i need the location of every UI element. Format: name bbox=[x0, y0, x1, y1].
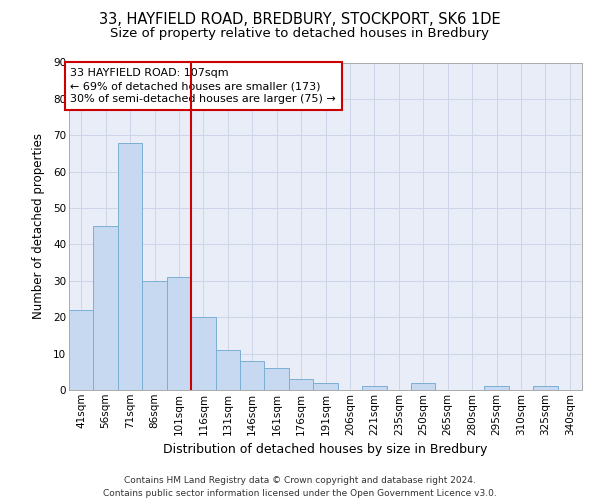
Bar bbox=[484, 386, 509, 390]
Y-axis label: Number of detached properties: Number of detached properties bbox=[32, 133, 45, 320]
Bar bbox=[313, 382, 338, 390]
Bar bbox=[215, 350, 240, 390]
Bar bbox=[69, 310, 94, 390]
Bar bbox=[167, 277, 191, 390]
Bar bbox=[533, 386, 557, 390]
Text: 33, HAYFIELD ROAD, BREDBURY, STOCKPORT, SK6 1DE: 33, HAYFIELD ROAD, BREDBURY, STOCKPORT, … bbox=[99, 12, 501, 28]
Bar bbox=[240, 361, 265, 390]
X-axis label: Distribution of detached houses by size in Bredbury: Distribution of detached houses by size … bbox=[163, 443, 488, 456]
Bar bbox=[118, 142, 142, 390]
Bar bbox=[142, 281, 167, 390]
Bar bbox=[411, 382, 436, 390]
Bar bbox=[191, 317, 215, 390]
Bar bbox=[362, 386, 386, 390]
Text: 33 HAYFIELD ROAD: 107sqm
← 69% of detached houses are smaller (173)
30% of semi-: 33 HAYFIELD ROAD: 107sqm ← 69% of detach… bbox=[70, 68, 336, 104]
Text: Contains HM Land Registry data © Crown copyright and database right 2024.
Contai: Contains HM Land Registry data © Crown c… bbox=[103, 476, 497, 498]
Bar bbox=[94, 226, 118, 390]
Text: Size of property relative to detached houses in Bredbury: Size of property relative to detached ho… bbox=[110, 28, 490, 40]
Bar bbox=[289, 379, 313, 390]
Bar bbox=[265, 368, 289, 390]
